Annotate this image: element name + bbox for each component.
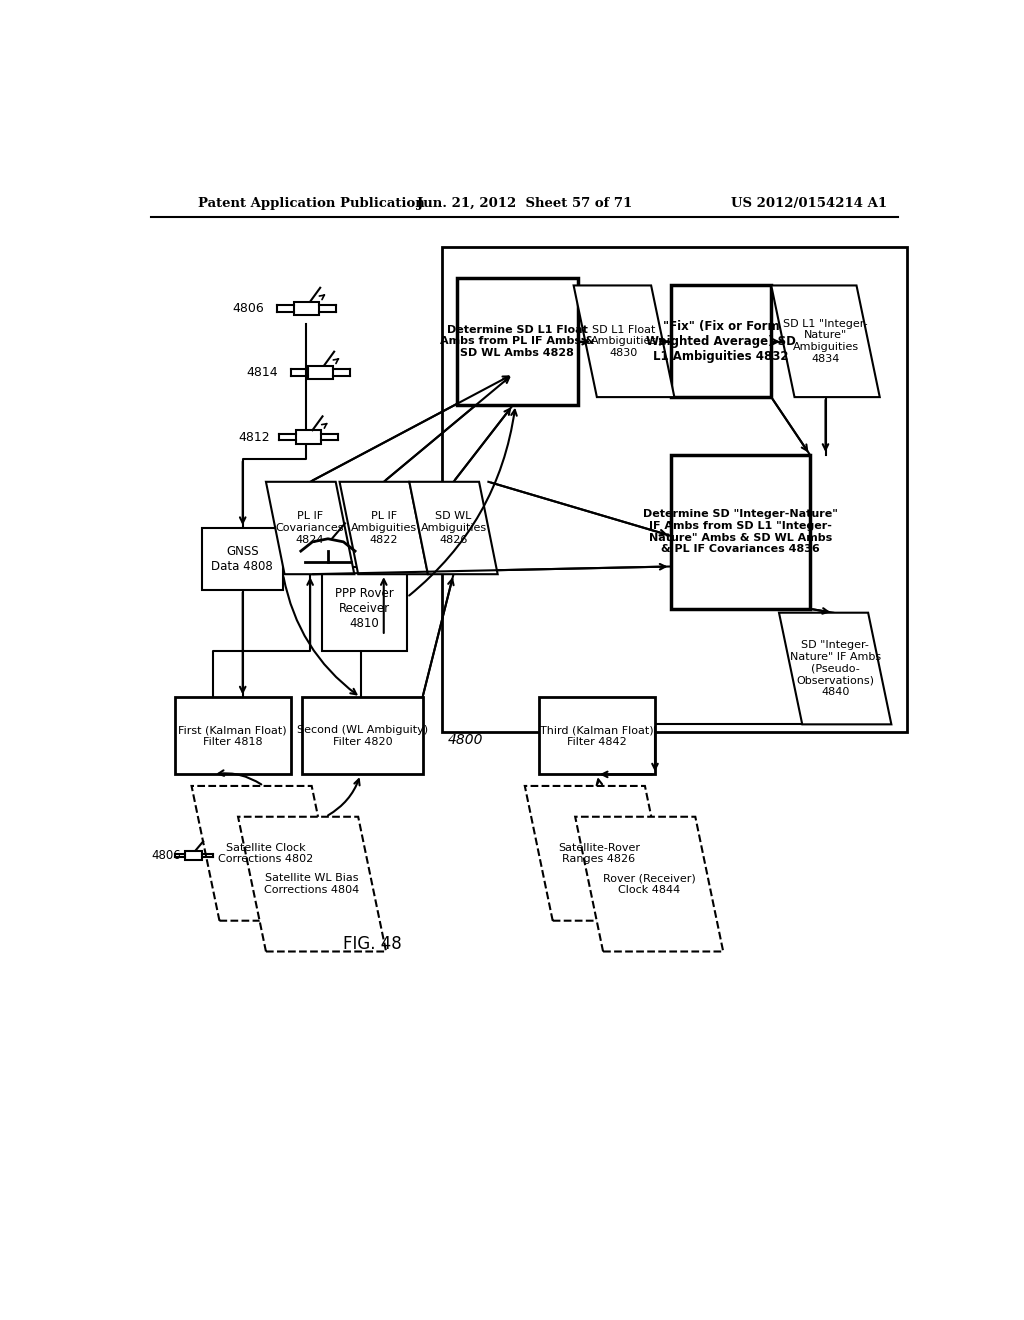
Text: Determine SD "Integer-Nature"
IF Ambs from SD L1 "Integer-
Nature" Ambs & SD WL : Determine SD "Integer-Nature" IF Ambs fr… [643,510,838,554]
Bar [202,528,283,590]
Bar [296,430,321,444]
Text: 4806: 4806 [152,849,181,862]
Polygon shape [524,785,673,921]
Text: PL IF
Ambiguities
4822: PL IF Ambiguities 4822 [350,511,417,545]
Text: 4814: 4814 [247,366,279,379]
Text: SD L1 "Integer-
Nature"
Ambiguities
4834: SD L1 "Integer- Nature" Ambiguities 4834 [783,319,867,364]
Bar [671,285,771,397]
Polygon shape [410,482,498,574]
Bar [671,455,810,609]
Text: Satellite-Rover
Ranges 4826: Satellite-Rover Ranges 4826 [558,842,640,865]
Text: 4812: 4812 [239,430,270,444]
Polygon shape [191,785,340,921]
Text: "Fix" (Fix or Form
Weighted Average) SD
L1 Ambiguities 4832: "Fix" (Fix or Form Weighted Average) SD … [646,319,796,363]
Bar [308,366,333,379]
Polygon shape [771,285,880,397]
Text: SD L1 Float
Ambiguities
4830: SD L1 Float Ambiguities 4830 [591,325,657,358]
Text: PPP Rover
Receiver
4810: PPP Rover Receiver 4810 [335,587,394,631]
Bar [185,850,203,859]
Bar [174,697,291,775]
Text: 4800: 4800 [447,733,483,747]
Bar [458,277,578,405]
Polygon shape [575,817,723,952]
Text: Rover (Receiver)
Clock 4844: Rover (Receiver) Clock 4844 [603,874,695,895]
Polygon shape [779,612,891,725]
Text: First (Kalman Float)
Filter 4818: First (Kalman Float) Filter 4818 [178,725,287,747]
Text: GNSS
Data 4808: GNSS Data 4808 [211,545,273,573]
Bar [442,247,907,733]
Polygon shape [340,482,428,574]
Polygon shape [238,817,386,952]
Text: Satellite WL Bias
Corrections 4804: Satellite WL Bias Corrections 4804 [264,874,359,895]
Text: FIG. 48: FIG. 48 [343,935,401,953]
Bar [322,566,407,651]
Text: Third (Kalman Float)
Filter 4842: Third (Kalman Float) Filter 4842 [540,725,653,747]
Polygon shape [573,285,675,397]
Text: Jun. 21, 2012  Sheet 57 of 71: Jun. 21, 2012 Sheet 57 of 71 [417,197,633,210]
Text: PL IF
Covariances
4824: PL IF Covariances 4824 [275,511,344,545]
Bar [539,697,655,775]
Text: SD WL
Ambiguities
4826: SD WL Ambiguities 4826 [421,511,486,545]
Text: Patent Application Publication: Patent Application Publication [198,197,425,210]
Text: Determine SD L1 Float
Ambs from PL IF Ambs &
SD WL Ambs 4828: Determine SD L1 Float Ambs from PL IF Am… [440,325,595,358]
Bar [294,302,318,315]
Text: SD "Integer-
Nature" IF Ambs
(Pseudo-
Observations)
4840: SD "Integer- Nature" IF Ambs (Pseudo- Ob… [790,640,881,697]
Text: Second (WL Ambiguity)
Filter 4820: Second (WL Ambiguity) Filter 4820 [297,725,428,747]
Polygon shape [266,482,354,574]
Bar [302,697,423,775]
Text: US 2012/0154214 A1: US 2012/0154214 A1 [731,197,888,210]
Text: 4806: 4806 [232,302,264,315]
Text: Satellite Clock
Corrections 4802: Satellite Clock Corrections 4802 [218,842,313,865]
